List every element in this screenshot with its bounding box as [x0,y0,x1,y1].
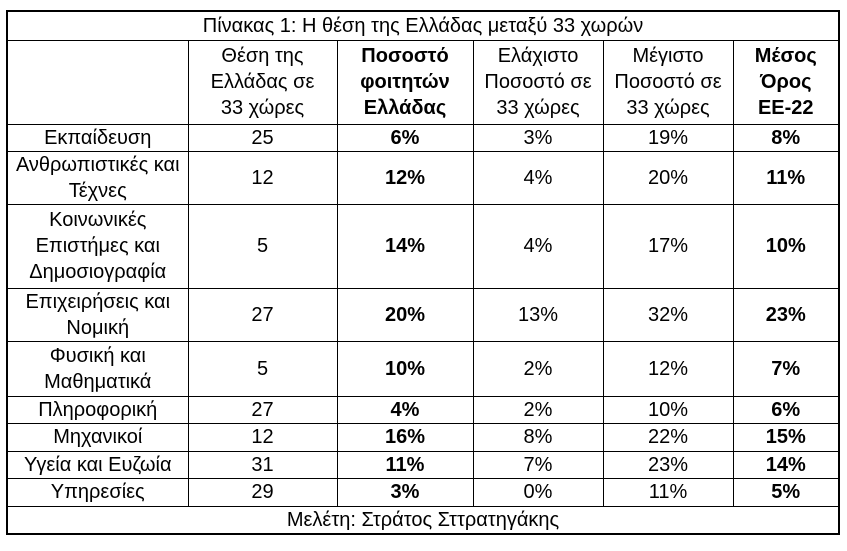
cell-position: 31 [187,450,338,479]
cell-greece-pct: 14% [336,203,474,289]
cell-position: 5 [187,203,338,289]
page: { "chart_data": { "type": "table", "titl… [0,10,847,551]
header-position: Θέση της Ελλάδας σε 33 χώρες [187,39,338,125]
row-category: Υπηρεσίες [6,477,189,507]
table-row: Φυσική και Μαθηματικά 5 10% 2% 12% 7% [6,340,840,397]
table-footer: Μελέτη: Στράτος Σττρατηγάκης [6,505,840,534]
cell-min-pct: 3% [472,123,604,152]
cell-max-pct: 11% [602,477,734,507]
header-max-pct: Μέγιστο Ποσοστό σε 33 χώρες [602,39,734,125]
table-row: Υπηρεσίες 29 3% 0% 11% 5% [6,477,840,507]
row-category: Μηχανικοί [6,422,189,452]
table-title: Πίνακας 1: Η θέση της Ελλάδας μεταξύ 33 … [6,10,840,41]
cell-greece-pct: 16% [336,422,474,452]
cell-greece-pct: 3% [336,477,474,507]
cell-max-pct: 22% [602,422,734,452]
table-row: Επιχειρήσεις και Νομική 27 20% 13% 32% 2… [6,287,840,342]
cell-min-pct: 8% [472,422,604,452]
table-row: Κοινωνικές Επιστήμες και Δημοσιογραφία 5… [6,203,840,289]
cell-eu22-avg: 8% [732,123,840,152]
cell-max-pct: 20% [602,150,734,205]
cell-greece-pct: 6% [336,123,474,152]
cell-min-pct: 2% [472,395,604,424]
cell-eu22-avg: 7% [732,340,840,397]
row-category: Πληροφορική [6,395,189,424]
row-category: Επιχειρήσεις και Νομική [6,287,189,342]
row-category: Φυσική και Μαθηματικά [6,340,189,397]
header-eu22-avg: Μέσος Όρος ΕΕ-22 [732,39,840,125]
row-category: Κοινωνικές Επιστήμες και Δημοσιογραφία [6,203,189,289]
cell-max-pct: 10% [602,395,734,424]
cell-position: 12 [187,422,338,452]
cell-max-pct: 17% [602,203,734,289]
cell-max-pct: 32% [602,287,734,342]
row-category: Ανθρωπιστικές και Τέχνες [6,150,189,205]
cell-min-pct: 4% [472,203,604,289]
header-greece-pct: Ποσοστό φοιτητών Ελλάδας [336,39,474,125]
cell-position: 12 [187,150,338,205]
title-row: Πίνακας 1: Η θέση της Ελλάδας μεταξύ 33 … [6,10,840,41]
row-category: Εκπαίδευση [6,123,189,152]
cell-eu22-avg: 5% [732,477,840,507]
cell-eu22-avg: 11% [732,150,840,205]
cell-position: 25 [187,123,338,152]
cell-min-pct: 7% [472,450,604,479]
cell-min-pct: 0% [472,477,604,507]
cell-greece-pct: 10% [336,340,474,397]
header-row: Θέση της Ελλάδας σε 33 χώρες Ποσοστό φοι… [6,39,840,125]
row-category: Υγεία και Ευζωία [6,450,189,479]
footer-row: Μελέτη: Στράτος Σττρατηγάκης [6,505,840,534]
table-row: Ανθρωπιστικές και Τέχνες 12 12% 4% 20% 1… [6,150,840,205]
cell-greece-pct: 20% [336,287,474,342]
cell-eu22-avg: 6% [732,395,840,424]
cell-eu22-avg: 14% [732,450,840,479]
cell-min-pct: 2% [472,340,604,397]
greece-position-table: Πίνακας 1: Η θέση της Ελλάδας μεταξύ 33 … [6,10,841,535]
cell-min-pct: 13% [472,287,604,342]
cell-eu22-avg: 15% [732,422,840,452]
header-empty [6,39,189,125]
cell-position: 5 [187,340,338,397]
cell-position: 27 [187,395,338,424]
cell-position: 27 [187,287,338,342]
cell-eu22-avg: 10% [732,203,840,289]
table-row: Υγεία και Ευζωία 31 11% 7% 23% 14% [6,450,840,479]
table-row: Μηχανικοί 12 16% 8% 22% 15% [6,422,840,452]
cell-eu22-avg: 23% [732,287,840,342]
cell-max-pct: 12% [602,340,734,397]
cell-min-pct: 4% [472,150,604,205]
cell-greece-pct: 4% [336,395,474,424]
cell-greece-pct: 11% [336,450,474,479]
table-row: Πληροφορική 27 4% 2% 10% 6% [6,395,840,424]
header-min-pct: Ελάχιστο Ποσοστό σε 33 χώρες [472,39,604,125]
cell-greece-pct: 12% [336,150,474,205]
cell-position: 29 [187,477,338,507]
cell-max-pct: 19% [602,123,734,152]
cell-max-pct: 23% [602,450,734,479]
table-row: Εκπαίδευση 25 6% 3% 19% 8% [6,123,840,152]
